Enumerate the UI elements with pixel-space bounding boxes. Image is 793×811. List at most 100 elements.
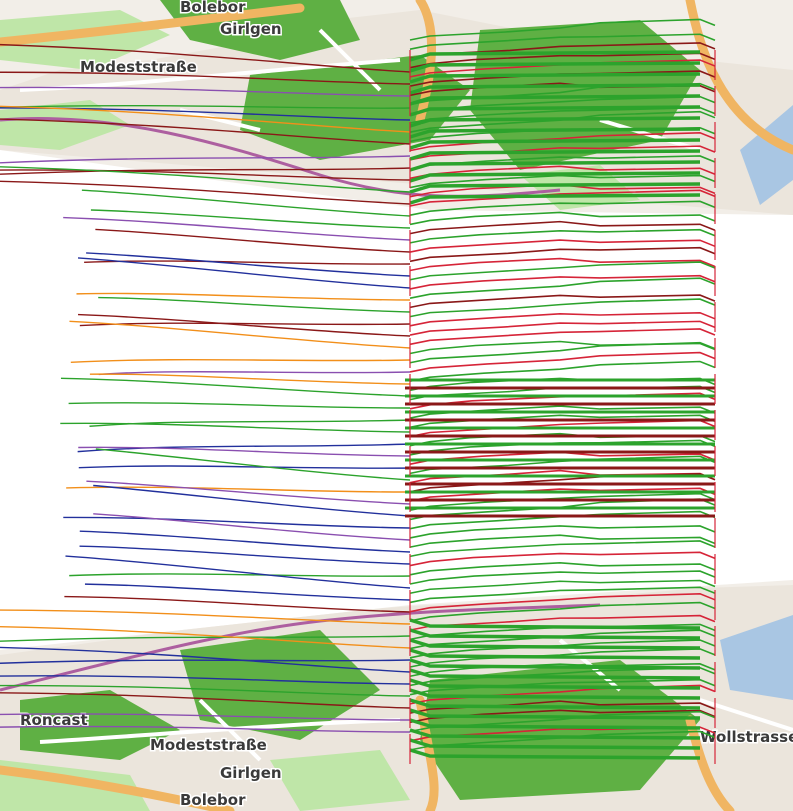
trajectory-bottom-fill-band (409, 668, 701, 680)
trajectory-west-line (0, 725, 411, 733)
trajectory-top-fill-band (409, 94, 701, 106)
trajectory-west-line (79, 545, 411, 565)
trajectory-east-line (409, 33, 716, 51)
top-label-modest: Modeststraße (80, 58, 197, 76)
trajectory-west-line (93, 513, 411, 541)
trajectory-east-line (409, 562, 716, 576)
bottom-label-wollstrasse: Wollstrasse (700, 728, 793, 746)
trajectory-east-line (409, 294, 716, 309)
trajectory-west-line (0, 155, 411, 164)
trajectory-top-fill-band (409, 72, 701, 84)
trajectory-east-line (409, 534, 716, 548)
trajectory-east-line (409, 414, 716, 429)
trajectory-west-line (0, 684, 411, 697)
trajectory-east-line (409, 678, 716, 696)
trajectory-west-line (95, 228, 411, 253)
trajectory-west-line (0, 86, 411, 97)
trajectory-west-line (0, 169, 411, 181)
trajectory-bottom-fill-band (409, 738, 701, 750)
trajectory-west-line (81, 189, 411, 217)
trajectory-top-fill-band (409, 193, 701, 205)
bottom-label-bolebor: Bolebor (180, 791, 246, 809)
trajectory-east-line (409, 709, 716, 724)
trajectory-bottom-fill-band (409, 648, 701, 660)
trajectory-west-line (60, 422, 411, 433)
trajectory-west-line (78, 313, 411, 337)
trajectory-west-line (0, 166, 411, 193)
trajectory-west-line (90, 209, 411, 229)
trajectory-bottom-fill-band (409, 638, 701, 650)
trajectory-west-line (78, 465, 411, 469)
bottom-highway (0, 765, 235, 811)
trajectory-west-line (0, 167, 411, 175)
trajectory-top-fill-band (409, 149, 701, 161)
bottom-road-north-south (415, 695, 439, 811)
trajectory-bottom-fill-band (409, 708, 701, 720)
trajectory-east-line (409, 131, 716, 152)
trajectory-bottom-fill-band (409, 618, 701, 630)
trajectory-bottom-fill-band (409, 728, 701, 740)
trajectory-east-line (409, 487, 716, 502)
trajectory-west-line (69, 573, 411, 577)
trajectory-east-line (409, 540, 716, 558)
bottom-forest-center (180, 630, 380, 740)
trajectory-east-line (409, 257, 716, 272)
trajectory-bottom-fill-band (409, 718, 701, 730)
trajectory-east-line (409, 228, 716, 244)
trajectory-east-line (409, 593, 716, 613)
trajectory-east-line (409, 312, 716, 327)
trajectory-east-line (409, 700, 716, 714)
trajectory-west-line (63, 216, 411, 241)
trajectory-east-line (409, 492, 716, 512)
bottom-water-body (720, 615, 793, 700)
trajectory-top-fill-band (409, 50, 701, 62)
trajectory-east-line (409, 473, 716, 493)
trajectory-east-line (409, 601, 716, 622)
trajectory-east-line (409, 298, 716, 318)
trajectory-east-line (409, 261, 716, 281)
trajectory-east-line (409, 351, 716, 373)
trajectory-west-line (64, 595, 411, 613)
bottom-road-modest (39, 718, 401, 744)
trajectory-top-fill-band (409, 61, 701, 73)
trajectory-west-line (0, 71, 411, 85)
trajectory-east-line (409, 663, 716, 678)
trajectory-west-line (0, 104, 411, 109)
bottom-railway (0, 603, 601, 692)
trajectory-east-line (409, 189, 716, 207)
top-label-bolebor: Bolebor (180, 0, 246, 16)
trajectory-east-line (409, 211, 716, 226)
bottom-label-modest: Modeststraße (150, 736, 267, 754)
trajectory-west-line (77, 443, 411, 453)
trajectory-west-line (98, 296, 411, 313)
trajectory-top-fill-band (409, 138, 701, 150)
top-label-girlgen: Girlgen (220, 20, 282, 38)
trajectory-west-line (86, 252, 411, 277)
trajectory-west-line (0, 692, 411, 709)
trajectory-west-line (0, 675, 411, 685)
trajectory-west-line (69, 320, 411, 349)
trajectory-top-fill-band (409, 83, 701, 95)
trajectory-west-line (0, 118, 411, 145)
trajectory-east-line (409, 551, 716, 567)
bottom-label-girlgen: Girlgen (220, 764, 282, 782)
trajectory-east-line (409, 246, 716, 263)
trajectory-west-line (60, 377, 411, 397)
trajectory-east-line (409, 220, 716, 235)
top-road-minor-2 (318, 28, 382, 92)
top-road-minor-1 (179, 108, 261, 132)
trajectory-east-line (409, 525, 716, 539)
trajectory-east-line (409, 341, 716, 364)
trajectory-west-line (0, 646, 411, 673)
trajectory-east-line (409, 684, 716, 705)
trajectory-top-fill-band (409, 182, 701, 194)
trajectory-west-line (76, 292, 411, 301)
trajectory-west-line (68, 402, 411, 409)
trajectory-west-line (95, 448, 411, 481)
trajectory-top-fill-band (409, 171, 701, 183)
trajectory-west-line (70, 358, 411, 364)
bottom-road-minor-1 (198, 698, 262, 762)
trajectory-west-line (0, 180, 411, 205)
